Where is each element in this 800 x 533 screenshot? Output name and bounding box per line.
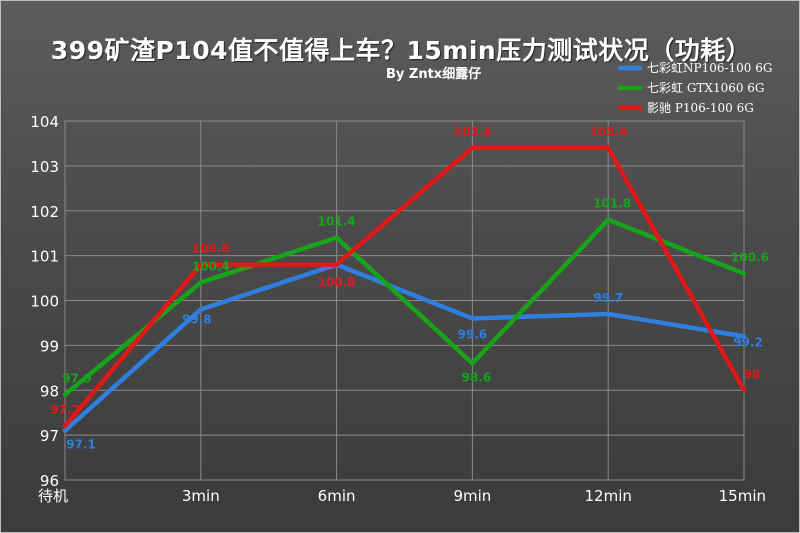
data-label: 97.9 [62, 372, 92, 386]
data-label: 101.4 [318, 215, 356, 229]
data-label: 97.2 [50, 403, 80, 417]
data-label: 103.4 [589, 125, 627, 139]
x-tick-label: 6min [318, 487, 356, 505]
data-label: 97.1 [66, 438, 96, 452]
x-tick-label: 9min [453, 487, 491, 505]
data-label: 100.8 [318, 276, 356, 290]
data-label: 98.6 [462, 370, 492, 384]
data-label: 100.6 [731, 251, 769, 265]
y-tick-label: 100 [30, 293, 59, 311]
legend-label: 七彩虹 GTX1060 6G [647, 81, 765, 95]
data-label: 99.6 [458, 327, 488, 341]
data-label: 100.4 [192, 260, 230, 274]
x-axis-ticks: 待机 3min 6min 9min 12min 15min [38, 487, 766, 505]
x-tick-label: 待机 [38, 487, 68, 505]
legend-label: 七彩虹NP106-100 6G [647, 61, 772, 75]
y-tick-label: 97 [40, 427, 59, 445]
data-label: 98 [744, 367, 761, 381]
data-label: 103.4 [453, 125, 491, 139]
legend: 七彩虹NP106-100 6G 七彩虹 GTX1060 6G 影驰 P106-100… [617, 61, 772, 115]
x-tick-label: 3min [182, 487, 220, 505]
y-tick-label: 96 [40, 472, 59, 490]
chart-title: 399矿渣P104值不值得上车？15min压力测试状况（功耗） [50, 36, 752, 65]
y-tick-label: 104 [30, 113, 59, 131]
data-label: 100.8 [318, 276, 356, 290]
chart-subtitle: By Zntx细露仔 [386, 67, 482, 82]
data-label: 100.8 [192, 242, 230, 256]
series-line [62, 217, 747, 397]
data-label: 99.7 [593, 291, 623, 305]
series-line [62, 262, 747, 433]
data-labels: 97.1 99.8 100.8 99.6 99.7 99.2 97.9 100.4 101.4 9… [50, 125, 769, 452]
y-tick-label: 98 [40, 382, 59, 400]
series-lines [62, 145, 747, 433]
y-tick-label: 103 [30, 158, 59, 176]
legend-label: 影驰 P106-100 6G [647, 101, 754, 115]
y-tick-label: 101 [30, 248, 59, 266]
x-tick-label: 15min [719, 487, 766, 505]
data-label: 99.2 [733, 335, 763, 349]
data-label: 101.8 [593, 197, 631, 211]
y-tick-label: 102 [30, 203, 59, 221]
series-line [62, 145, 747, 429]
y-axis-ticks: 96 97 98 99 100 101 102 103 104 [30, 113, 59, 490]
x-tick-label: 12min [585, 487, 632, 505]
y-tick-label: 99 [40, 337, 59, 355]
data-label: 99.8 [182, 312, 212, 326]
grid-lines [64, 120, 745, 481]
